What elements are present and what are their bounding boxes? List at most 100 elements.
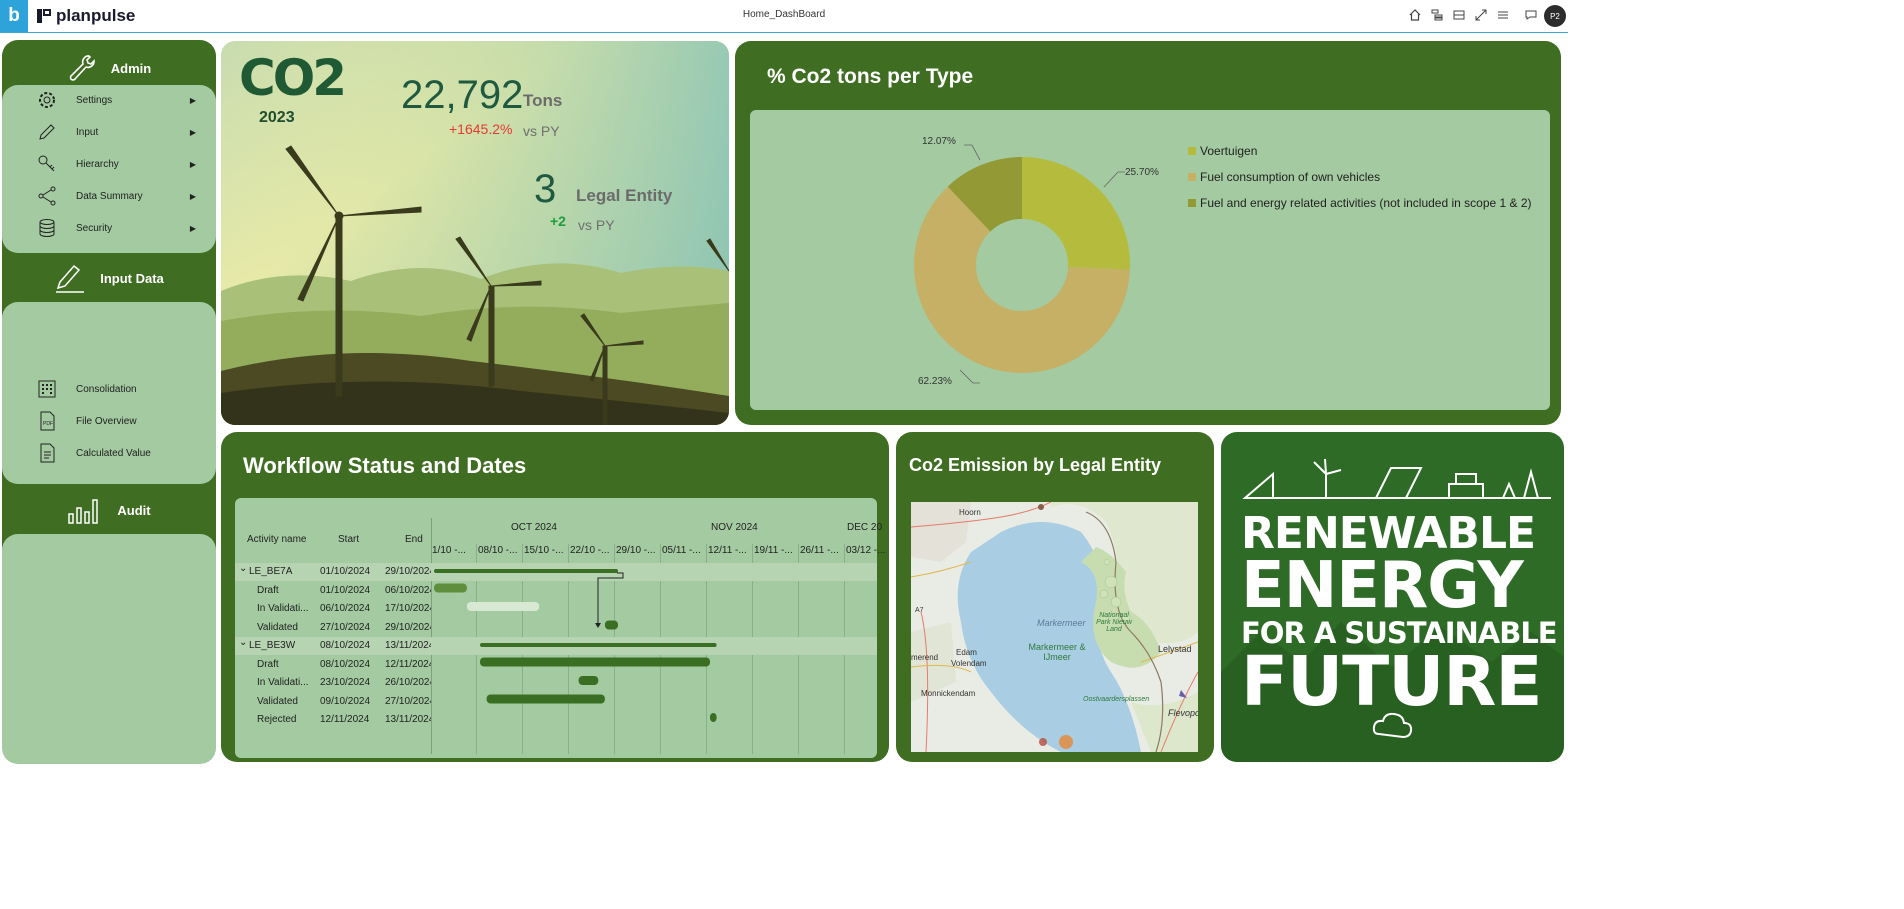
sidebar-item-security[interactable]: Security ▶ bbox=[36, 217, 196, 239]
gantt-task-row[interactable]: Rejected 12/11/2024 13/11/2024 bbox=[235, 711, 877, 729]
start-date: 06/10/2024 bbox=[320, 603, 371, 614]
pdf-icon: PDF bbox=[36, 410, 58, 432]
gantt-task-bar[interactable] bbox=[434, 583, 467, 593]
gantt-bars bbox=[434, 569, 717, 722]
map-label-oostvaardersplassen: Oostvaardersplassen bbox=[1083, 696, 1150, 703]
chat-icon[interactable] bbox=[1524, 8, 1538, 22]
map-label-volendam: Volendam bbox=[951, 659, 987, 668]
gantt-task-bar[interactable] bbox=[710, 713, 717, 722]
map-label-monnickendam: Monnickendam bbox=[921, 689, 976, 698]
column-header-activity[interactable]: Activity name bbox=[247, 534, 307, 545]
home-icon[interactable] bbox=[1408, 8, 1422, 22]
slice-label-fuel-energy: 12.07% bbox=[922, 136, 956, 147]
end-date: 06/10/2024 bbox=[385, 584, 431, 596]
legend-label: Voertuigen bbox=[1200, 144, 1258, 158]
menu-icon[interactable] bbox=[1496, 8, 1510, 22]
start-date: 09/10/2024 bbox=[320, 695, 371, 707]
kpi-tons-unit: Tons bbox=[523, 91, 563, 110]
audit-menu bbox=[2, 534, 216, 764]
pencil-icon bbox=[36, 121, 58, 143]
gantt-task-row[interactable]: Draft 08/10/2024 12/11/2024 bbox=[235, 656, 877, 674]
week-header: 15/10 -... bbox=[524, 545, 564, 556]
caret-right-icon: ▶ bbox=[189, 191, 196, 201]
expand-caret-icon[interactable]: ⌄ bbox=[239, 563, 248, 574]
donut-slice[interactable] bbox=[947, 157, 1022, 232]
map-label-hoorn: Hoorn bbox=[959, 508, 981, 517]
activity-name: In Validati... bbox=[257, 677, 309, 688]
column-header-end[interactable]: End bbox=[405, 534, 423, 545]
legend-item-voertuigen[interactable]: Voertuigen bbox=[1188, 144, 1257, 158]
donut-slice[interactable] bbox=[1022, 157, 1130, 270]
brand-name: planpulse bbox=[56, 6, 136, 25]
key-icon bbox=[36, 153, 58, 175]
sidebar-item-data-summary[interactable]: Data Summary ▶ bbox=[36, 185, 196, 207]
tree-icon[interactable] bbox=[1430, 8, 1444, 22]
building-icon bbox=[36, 378, 58, 400]
gantt-task-bar[interactable] bbox=[486, 694, 605, 704]
layout-icon[interactable] bbox=[1452, 8, 1466, 22]
week-header: 08/10 -... bbox=[478, 545, 518, 556]
admin-title: Admin bbox=[110, 60, 152, 76]
sidebar-item-hierarchy[interactable]: Hierarchy ▶ bbox=[36, 153, 196, 175]
start-date: 01/10/2024 bbox=[320, 566, 371, 577]
brand-logo[interactable]: planpulse bbox=[36, 6, 135, 26]
gantt-task-row[interactable]: Validated 27/10/2024 29/10/2024 bbox=[235, 619, 877, 637]
sidebar-item-settings[interactable]: Settings ▶ bbox=[36, 89, 196, 111]
donut-chart[interactable] bbox=[880, 130, 1180, 400]
kpi-hero-panel: CO2 2023 22,792 Tons +1645.2% vs PY 3 Le… bbox=[221, 41, 729, 425]
map-label-edam: Edam bbox=[956, 648, 977, 657]
kpi-year: 2023 bbox=[259, 109, 295, 126]
legend-item-fuel-energy[interactable]: Fuel and energy related activities (not … bbox=[1188, 196, 1532, 210]
expand-caret-icon[interactable]: ⌄ bbox=[239, 637, 248, 648]
banner-line-energy: ENERGY bbox=[1241, 549, 1524, 623]
activity-name: Validated bbox=[257, 621, 298, 633]
gantt-task-bar[interactable] bbox=[578, 676, 599, 685]
wind-turbine-landscape bbox=[221, 41, 729, 425]
expand-icon[interactable] bbox=[1474, 8, 1488, 22]
gantt-task-row[interactable]: Draft 01/10/2024 06/10/2024 bbox=[235, 582, 877, 600]
end-date: 27/10/2024 bbox=[385, 695, 431, 707]
workflow-title: Workflow Status and Dates bbox=[243, 453, 527, 478]
caret-right-icon: ▶ bbox=[189, 95, 196, 105]
map-label-purmerend: merend bbox=[911, 653, 939, 662]
month-header-nov: NOV 2024 bbox=[711, 522, 758, 533]
gantt-task-bar[interactable] bbox=[480, 657, 710, 667]
gantt-chart bbox=[235, 498, 877, 758]
map-label-flevopolder: Flevopola bbox=[1168, 708, 1198, 718]
database-icon bbox=[36, 217, 58, 239]
start-date: 12/11/2024 bbox=[320, 714, 370, 725]
kpi-tons-value: 22,792 bbox=[401, 73, 524, 117]
gantt-task-row[interactable]: In Validati... 23/10/2024 26/10/2024 bbox=[235, 674, 877, 692]
kpi-entity-unit: Legal Entity bbox=[576, 186, 673, 205]
sidebar-item-calculated-value[interactable]: Calculated Value bbox=[36, 442, 196, 464]
sidebar-item-label: Settings bbox=[76, 94, 113, 106]
sidebar-item-file-overview[interactable]: PDF File Overview bbox=[36, 410, 196, 432]
wrench-icon bbox=[69, 55, 95, 81]
sidebar-item-consolidation[interactable]: Consolidation bbox=[36, 378, 196, 400]
emission-map[interactable]: Hoorn Markermeer Markermeer & IJmeer Nat… bbox=[911, 502, 1198, 752]
donut-slice[interactable] bbox=[914, 186, 1130, 373]
gantt-summary-bar[interactable] bbox=[480, 643, 717, 647]
legend-swatch bbox=[1188, 147, 1196, 155]
column-header-start[interactable]: Start bbox=[338, 534, 360, 545]
admin-menu: Settings ▶ Input ▶ Hierarchy ▶ Data Summ… bbox=[2, 85, 216, 253]
end-date: 13/11/2024 bbox=[385, 640, 431, 651]
gantt-summary-bar[interactable] bbox=[434, 569, 618, 573]
gantt-task-bar[interactable] bbox=[604, 620, 618, 630]
week-header: 1/10 -... bbox=[432, 545, 466, 556]
gantt-task-row[interactable]: Validated 09/10/2024 27/10/2024 bbox=[235, 693, 877, 711]
start-date: 08/10/2024 bbox=[320, 640, 371, 651]
audit-title: Audit bbox=[117, 502, 151, 518]
user-avatar[interactable]: P2 bbox=[1544, 5, 1566, 27]
sidebar-item-input[interactable]: Input ▶ bbox=[36, 121, 196, 143]
activity-name: LE_BE7A bbox=[249, 566, 293, 577]
legend-item-fuel-consumption[interactable]: Fuel consumption of own vehicles bbox=[1188, 170, 1380, 184]
gantt-task-bar[interactable] bbox=[466, 602, 540, 611]
week-header: 22/10 -... bbox=[570, 545, 610, 556]
kpi-tons-vs: vs PY bbox=[523, 123, 560, 139]
week-header: 12/11 -... bbox=[708, 545, 747, 556]
co2-type-chart-area bbox=[750, 110, 1550, 410]
sidebar-item-label: Calculated Value bbox=[76, 447, 151, 459]
app-logo[interactable]: b bbox=[0, 0, 28, 32]
gantt-task-row[interactable]: In Validati... 06/10/2024 17/10/2024 bbox=[235, 600, 877, 618]
